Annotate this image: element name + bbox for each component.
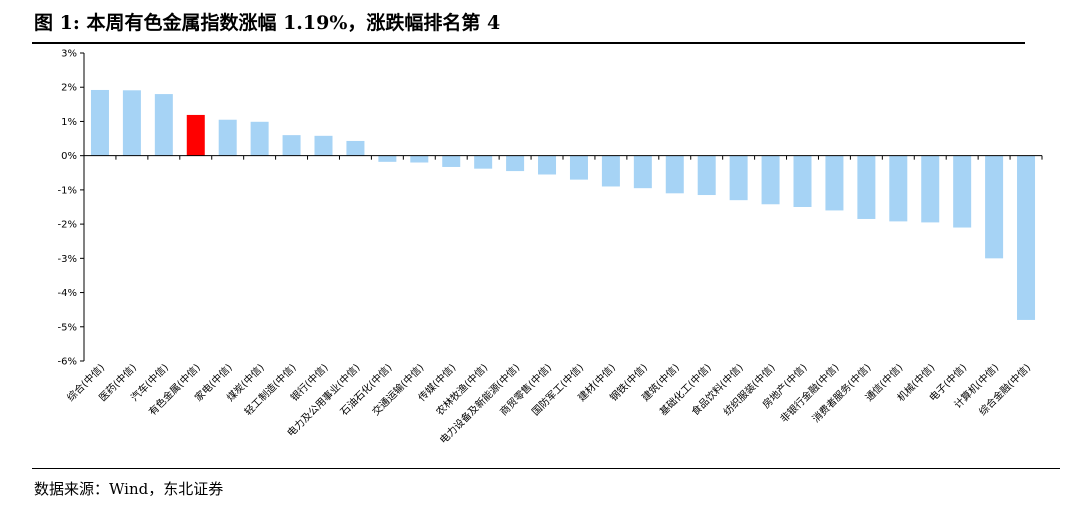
- y-tick-label: 0%: [61, 151, 77, 162]
- bar: [474, 155, 493, 169]
- bar: [154, 94, 173, 156]
- bar: [985, 155, 1004, 259]
- bar-chart: 3% 2% 1% 0% -1% -2% -3% -4% -5% -6% 综合(中信)医药(中信)汽…: [58, 49, 1043, 446]
- bar: [889, 155, 908, 222]
- category-label: 非银行金融(中信): [777, 361, 841, 425]
- category-label: 综合金融(中信): [976, 361, 1033, 418]
- bar: [218, 119, 237, 156]
- y-tick-label: -3%: [58, 254, 77, 265]
- bar: [665, 155, 684, 194]
- category-labels: 综合(中信)医药(中信)汽车(中信)有色金属(中信)家电(中信)煤炭(中信)轻工…: [64, 361, 1033, 446]
- bar: [410, 155, 429, 163]
- bar: [282, 135, 301, 156]
- y-tick-label: -1%: [58, 185, 77, 196]
- x-axis: [83, 155, 1043, 160]
- bar: [953, 155, 972, 228]
- category-label: 交通运输(中信): [369, 361, 426, 418]
- bar: [569, 155, 588, 180]
- bar: [346, 140, 365, 156]
- bar: [442, 155, 461, 167]
- bar: [538, 155, 557, 175]
- bar: [857, 155, 876, 219]
- bar: [729, 155, 748, 201]
- y-tick-label: -4%: [58, 288, 77, 299]
- bar: [90, 89, 109, 156]
- y-tick-label: 3%: [61, 49, 77, 60]
- category-label: 国防军工(中信): [529, 361, 586, 418]
- title-divider: [32, 42, 1025, 44]
- bar: [825, 155, 844, 211]
- bar: [1017, 155, 1036, 320]
- y-tick-label: 1%: [61, 117, 77, 128]
- source-note: 数据来源：Wind，东北证券: [34, 480, 224, 498]
- highlight-bar: [186, 114, 205, 156]
- bars: [90, 89, 1036, 320]
- bar: [506, 155, 525, 172]
- bar: [122, 90, 141, 156]
- bar: [601, 155, 620, 187]
- bar: [633, 155, 652, 189]
- bar: [793, 155, 812, 207]
- category-label: 消费者服务(中信): [809, 361, 873, 425]
- y-tick-label: -5%: [58, 322, 77, 333]
- category-label: 轻工制造(中信): [242, 361, 299, 418]
- y-tick-label: -6%: [58, 357, 77, 368]
- y-tick-label: -2%: [58, 220, 77, 231]
- figure-title: 图 1: 本周有色金属指数涨幅 1.19%，涨跌幅排名第 4: [34, 12, 501, 34]
- y-axis: 3% 2% 1% 0% -1% -2% -3% -4% -5% -6%: [58, 49, 85, 368]
- category-label: 有色金属(中信): [146, 361, 203, 418]
- bar: [761, 155, 780, 205]
- bar: [314, 135, 333, 156]
- bar: [378, 155, 397, 162]
- bottom-divider: [32, 468, 1060, 469]
- y-tick-label: 2%: [61, 83, 77, 94]
- bar: [250, 121, 269, 156]
- bar: [697, 155, 716, 196]
- bar: [921, 155, 940, 223]
